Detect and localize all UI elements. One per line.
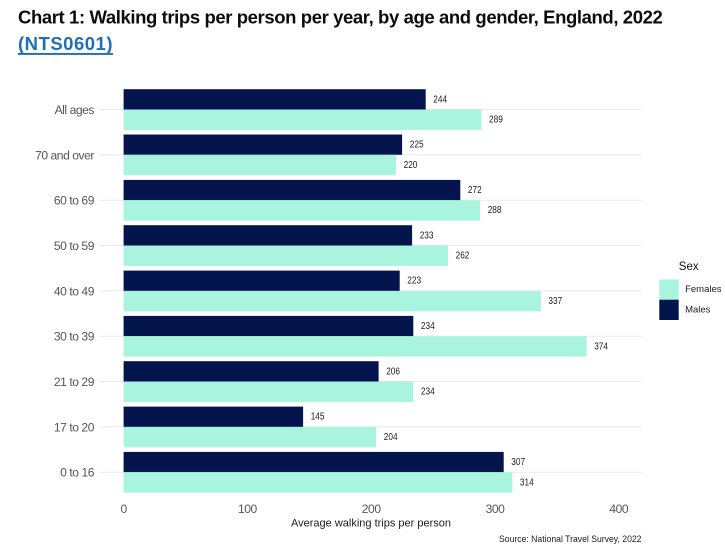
svg-text:288: 288 [488,205,502,216]
svg-text:Chart 1: Walking trips per per: Chart 1: Walking trips per person per ye… [18,6,662,27]
svg-text:337: 337 [548,296,562,307]
svg-text:0: 0 [120,502,127,516]
svg-text:262: 262 [456,251,470,262]
svg-text:234: 234 [421,387,435,398]
svg-text:All ages: All ages [55,103,95,117]
svg-text:145: 145 [311,412,325,423]
svg-text:Source: National Travel Survey: Source: National Travel Survey, 2022 [499,534,642,544]
svg-text:60 to 69: 60 to 69 [54,194,95,208]
svg-text:(NTS0601): (NTS0601) [18,33,113,54]
svg-text:30 to 39: 30 to 39 [54,330,95,344]
svg-text:17 to 20: 17 to 20 [54,420,95,434]
svg-text:200: 200 [362,502,382,516]
svg-text:223: 223 [407,276,421,287]
svg-text:50 to 59: 50 to 59 [54,239,95,253]
svg-text:272: 272 [468,185,482,196]
svg-text:307: 307 [511,457,525,468]
svg-text:400: 400 [609,502,629,516]
svg-text:Sex: Sex [679,261,699,273]
svg-text:40 to 49: 40 to 49 [54,284,95,298]
svg-text:206: 206 [386,366,400,377]
svg-text:244: 244 [433,94,447,105]
svg-text:21 to 29: 21 to 29 [54,375,95,389]
svg-text:225: 225 [410,140,424,151]
svg-text:314: 314 [520,477,534,488]
svg-text:Males: Males [685,304,711,315]
svg-text:Females: Females [685,284,722,295]
svg-text:220: 220 [404,160,418,171]
svg-text:0 to 16: 0 to 16 [60,466,95,480]
svg-text:70 and over: 70 and over [35,148,94,162]
svg-text:234: 234 [421,321,435,332]
svg-text:374: 374 [594,341,608,352]
svg-text:Average walking trips per pers: Average walking trips per person [291,518,451,530]
svg-text:289: 289 [489,115,503,126]
svg-text:233: 233 [420,230,434,241]
svg-text:300: 300 [486,502,506,516]
svg-text:100: 100 [238,502,258,516]
svg-text:204: 204 [384,432,398,443]
